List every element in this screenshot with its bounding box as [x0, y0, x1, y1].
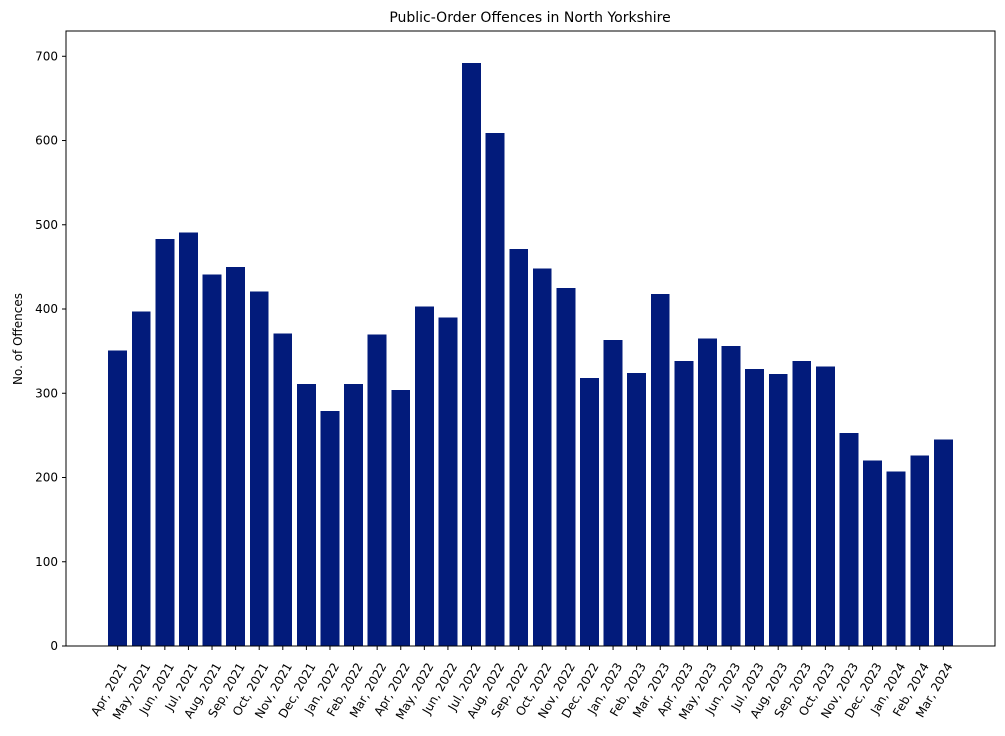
y-tick-label: 200 [35, 471, 58, 485]
bar [202, 274, 222, 646]
chart-title: Public-Order Offences in North Yorkshire [389, 10, 670, 26]
bar [155, 239, 175, 646]
bar [532, 268, 552, 646]
bar [344, 383, 364, 646]
bar [391, 389, 411, 646]
bar [273, 333, 293, 646]
y-tick-label: 100 [35, 555, 58, 569]
plot-frame [65, 30, 996, 647]
bar [226, 266, 246, 646]
bar [438, 317, 458, 646]
bar [414, 306, 434, 646]
bar [933, 439, 953, 646]
bar [509, 249, 529, 647]
bar [815, 366, 835, 646]
bar [721, 346, 741, 646]
bar [296, 383, 316, 646]
bar [627, 373, 647, 646]
bar [580, 378, 599, 646]
y-tick-label: 700 [35, 49, 58, 63]
bar [178, 232, 198, 647]
bar [108, 350, 128, 646]
bar [863, 460, 883, 646]
y-axis-label: No. of Offences [11, 293, 25, 385]
bar [745, 368, 765, 646]
bar [697, 338, 717, 646]
y-tick-label: 400 [35, 302, 58, 316]
bar [792, 361, 812, 646]
bar [462, 63, 481, 647]
bar [367, 334, 387, 646]
bar [603, 340, 623, 646]
bar [650, 293, 670, 646]
bar [768, 373, 788, 646]
bar [131, 311, 151, 646]
bar [249, 291, 269, 646]
bar [674, 361, 694, 646]
bar [320, 410, 340, 646]
y-axis: 0 100 200 300 400 500 600 700 [35, 49, 66, 653]
bars-group [108, 63, 953, 647]
bar [910, 455, 930, 646]
y-tick-label: 300 [35, 386, 58, 400]
bar [485, 132, 505, 646]
bar [839, 432, 859, 646]
bar [556, 287, 576, 646]
y-tick-label: 500 [35, 218, 58, 232]
y-tick-label: 0 [50, 639, 58, 653]
bar [886, 471, 906, 646]
y-tick-label: 600 [35, 134, 58, 148]
